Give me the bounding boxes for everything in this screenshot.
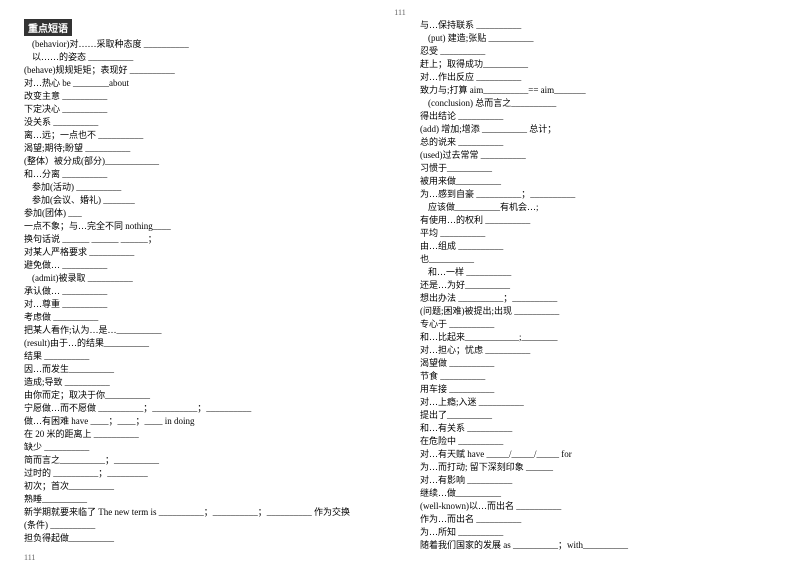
phrase-line: (整体）被分成(部分)____________: [24, 155, 380, 168]
phrase-line: 熟睡__________: [24, 493, 380, 506]
phrase-line: 作为…而出名 __________: [420, 513, 776, 526]
phrase-line: (behave)规规矩矩；表现好 __________: [24, 64, 380, 77]
phrase-line: 对…上瘾;入迷 __________: [420, 396, 776, 409]
phrase-line: 结果 __________: [24, 350, 380, 363]
phrase-line: 与…保持联系 __________: [420, 19, 776, 32]
phrase-line: 下定决心 __________: [24, 103, 380, 116]
phrase-line: (behavior)对……采取种态度 __________: [24, 38, 380, 51]
phrase-line: 做…有困难 have ____；____；____ in doing: [24, 415, 380, 428]
phrase-line: 总的说来 __________: [420, 136, 776, 149]
phrase-line: 在危险中 __________: [420, 435, 776, 448]
phrase-line: 忍受 __________: [420, 45, 776, 58]
phrase-line: (add) 增加;增添 __________ 总计；: [420, 123, 776, 136]
phrase-line: 习惯于__________: [420, 162, 776, 175]
phrase-line: 简而言之__________；__________: [24, 454, 380, 467]
phrase-line: 对某人严格要求 __________: [24, 246, 380, 259]
phrase-line: 想出办法 __________；__________: [420, 292, 776, 305]
phrase-line: 渴望;期待;盼望 __________: [24, 142, 380, 155]
phrase-line: 一点不象；与…完全不同 nothing____: [24, 220, 380, 233]
phrase-line: 没关系 __________: [24, 116, 380, 129]
phrase-line: 新学期就要来临了 The new term is __________；____…: [24, 506, 380, 519]
phrase-line: 随着我们国家的发展 as __________；with__________: [420, 539, 776, 552]
phrase-line: (result)由于…的结果__________: [24, 337, 380, 350]
phrase-line: 为…所知 __________: [420, 526, 776, 539]
phrase-line: 致力与;打算 aim__________== aim_______: [420, 84, 776, 97]
phrase-line: 对…作出反应 __________: [420, 71, 776, 84]
phrase-line: 和…分离 __________: [24, 168, 380, 181]
phrase-line: 因…而发生__________: [24, 363, 380, 376]
phrase-line: 宁愿做…而不愿做 __________；__________；_________…: [24, 402, 380, 415]
phrase-line: 避免做… __________: [24, 259, 380, 272]
phrase-line: 用车接 __________: [420, 383, 776, 396]
phrase-line: 离…远；一点也不 __________: [24, 129, 380, 142]
phrase-line: 被用来做__________: [420, 175, 776, 188]
phrase-line: 对…热心 be ________about: [24, 77, 380, 90]
phrase-line: 把某人看作;认为…是…__________: [24, 324, 380, 337]
phrase-line: (问题;困难)被提出;出现 __________: [420, 305, 776, 318]
content-columns: 重点短语 (behavior)对……采取种态度 __________以……的姿态…: [24, 19, 776, 553]
phrase-line: 换句话说 ______ ______ ______；: [24, 233, 380, 246]
phrase-line: 对…有影响 __________: [420, 474, 776, 487]
phrase-line: 和…比起来____________;________: [420, 331, 776, 344]
phrase-line: (well-known)以…而出名 __________: [420, 500, 776, 513]
phrase-line: (used)过去常常 __________: [420, 149, 776, 162]
phrase-line: 过时的 __________；_________: [24, 467, 380, 480]
phrase-line: 参加(团体) ___: [24, 207, 380, 220]
phrase-line: 考虑做 __________: [24, 311, 380, 324]
phrase-line: 由…组成 __________: [420, 240, 776, 253]
phrase-line: 缺少 __________: [24, 441, 380, 454]
phrase-line: 和…一样 __________: [420, 266, 776, 279]
right-column: 与…保持联系 __________(put) 建造;张贴 __________忍…: [420, 19, 776, 553]
phrase-line: 还是…为好__________: [420, 279, 776, 292]
phrase-line: 对…担心；忧虑 __________: [420, 344, 776, 357]
phrase-line: 对…有天赋 have _____/_____/_____ for: [420, 448, 776, 461]
page-number-top: 111: [24, 8, 776, 17]
phrase-line: 渴望做 __________: [420, 357, 776, 370]
phrase-line: 担负得起做__________: [24, 532, 380, 545]
phrase-line: 也__________: [420, 253, 776, 266]
phrase-line: 和…有关系 __________: [420, 422, 776, 435]
phrase-line: (conclusion) 总而言之__________: [420, 97, 776, 110]
phrase-line: 有使用…的权利 __________: [420, 214, 776, 227]
phrase-line: 参加(会议、婚礼) _______: [24, 194, 380, 207]
phrase-line: 参加(活动) __________: [24, 181, 380, 194]
phrase-line: 造成;导致 __________: [24, 376, 380, 389]
phrase-line: 由你而定；取决于你__________: [24, 389, 380, 402]
phrase-line: 为…感到自豪 __________；__________: [420, 188, 776, 201]
left-column: 重点短语 (behavior)对……采取种态度 __________以……的姿态…: [24, 19, 380, 553]
phrase-line: (admit)被录取 __________: [24, 272, 380, 285]
phrase-line: 提出了__________: [420, 409, 776, 422]
phrase-line: (条件) __________: [24, 519, 380, 532]
phrase-line: 得出结论 __________: [420, 110, 776, 123]
phrase-line: 赶上；取得成功__________: [420, 58, 776, 71]
phrase-line: 承认做… __________: [24, 285, 380, 298]
phrase-line: 对…尊重 __________: [24, 298, 380, 311]
phrase-line: 应该做__________有机会…;: [420, 201, 776, 214]
phrase-line: 以……的姿态 __________: [24, 51, 380, 64]
phrase-line: 平均 __________: [420, 227, 776, 240]
phrase-line: 为…而打动; 留下深刻印象 ______: [420, 461, 776, 474]
page-number-bottom: 111: [24, 553, 776, 562]
phrase-line: 改变主意 __________: [24, 90, 380, 103]
phrase-line: 在 20 米的距离上 __________: [24, 428, 380, 441]
phrase-line: 专心于 __________: [420, 318, 776, 331]
phrase-line: 继续…做__________: [420, 487, 776, 500]
phrase-line: 节食 __________: [420, 370, 776, 383]
phrase-line: 初次；首次__________: [24, 480, 380, 493]
section-heading: 重点短语: [24, 19, 72, 36]
phrase-line: (put) 建造;张贴 __________: [420, 32, 776, 45]
